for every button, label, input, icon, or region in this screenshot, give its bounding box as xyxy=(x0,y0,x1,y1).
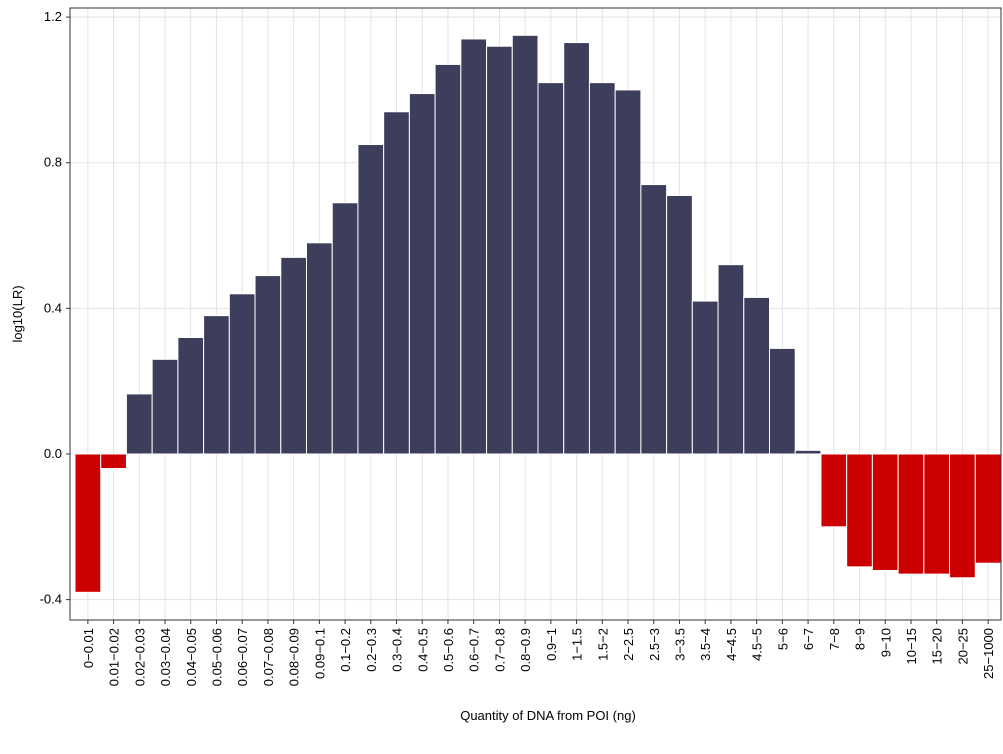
bar xyxy=(614,89,642,455)
bar xyxy=(228,293,256,455)
x-tick-label: 0.05−0.06 xyxy=(209,628,224,686)
bar xyxy=(100,453,127,470)
bar xyxy=(203,315,230,455)
bar xyxy=(434,63,462,455)
y-tick-label: 0.0 xyxy=(44,446,62,461)
bar xyxy=(743,296,770,455)
bar xyxy=(794,449,822,455)
x-tick-label: 2−2.5 xyxy=(621,628,636,661)
x-tick-label: 2.5−3 xyxy=(647,628,662,661)
y-axis-title: log10(LR) xyxy=(10,285,25,342)
x-tick-label: 0.06−0.07 xyxy=(235,628,250,686)
bar xyxy=(408,93,436,455)
bar xyxy=(280,256,307,455)
bar xyxy=(588,82,616,455)
x-tick-label: 3.5−4 xyxy=(698,628,713,661)
x-tick-label: 20−25 xyxy=(955,628,970,665)
y-tick-label: 0.8 xyxy=(44,155,62,170)
plot-panel xyxy=(69,7,1002,621)
x-tick-label: 6−7 xyxy=(801,628,816,650)
x-tick-label: 15−20 xyxy=(930,628,945,665)
bar xyxy=(666,194,693,455)
x-tick-label: 0.07−0.08 xyxy=(261,628,276,686)
x-tick-label: 0.04−0.05 xyxy=(184,628,199,686)
bar xyxy=(871,453,899,571)
y-tick-label: 0.4 xyxy=(44,300,62,315)
x-tick-label: 0.7−0.8 xyxy=(492,628,507,672)
bar xyxy=(254,275,282,455)
x-tick-label: 0.5−0.6 xyxy=(441,628,456,672)
bar xyxy=(151,358,179,455)
x-tick-label: 25−1000 xyxy=(981,628,996,679)
bar xyxy=(769,347,796,455)
bar xyxy=(486,45,513,455)
bar xyxy=(74,453,102,593)
x-tick-label: 0.08−0.09 xyxy=(287,628,302,686)
x-tick-label: 5−6 xyxy=(775,628,790,650)
x-tick-label: 8−9 xyxy=(853,628,868,650)
bar xyxy=(331,202,359,455)
bar xyxy=(563,42,590,455)
bar xyxy=(306,242,333,455)
x-axis-title: Quantity of DNA from POI (ng) xyxy=(460,708,636,723)
bar xyxy=(640,184,668,455)
x-tick-label: 0.6−0.7 xyxy=(467,628,482,672)
x-tick-label: 4−4.5 xyxy=(724,628,739,661)
x-tick-label: 0.8−0.9 xyxy=(518,628,533,672)
bar xyxy=(691,300,719,455)
bar xyxy=(846,453,873,568)
x-tick-label: 0.03−0.04 xyxy=(158,628,173,686)
x-tick-label: 0−0.01 xyxy=(81,628,96,668)
x-tick-label: 0.1−0.2 xyxy=(338,628,353,672)
bar xyxy=(460,38,488,455)
bar xyxy=(820,453,848,528)
x-tick-label: 0.9−1 xyxy=(544,628,559,661)
bar xyxy=(949,453,976,579)
bar xyxy=(125,393,153,455)
bar xyxy=(357,144,385,455)
x-tick-label: 0.4−0.5 xyxy=(415,628,430,672)
bar xyxy=(383,111,410,455)
bar xyxy=(511,34,539,455)
x-tick-label: 10−15 xyxy=(904,628,919,665)
bar xyxy=(897,453,925,575)
y-tick-label: -0.4 xyxy=(40,592,62,607)
x-tick-label: 9−10 xyxy=(878,628,893,657)
bar xyxy=(974,453,1002,564)
x-tick-label: 3−3.5 xyxy=(672,628,687,661)
x-tick-label: 4.5−5 xyxy=(750,628,765,661)
x-tick-label: 1.5−2 xyxy=(595,628,610,661)
bar xyxy=(923,453,951,575)
x-tick-label: 0.01−0.02 xyxy=(107,628,122,686)
x-tick-label: 0.02−0.03 xyxy=(132,628,147,686)
x-tick-label: 7−8 xyxy=(827,628,842,650)
x-tick-label: 0.09−0.1 xyxy=(312,628,327,679)
bar xyxy=(717,264,745,455)
bar xyxy=(537,82,565,455)
bar xyxy=(177,336,205,455)
y-tick-label: 1.2 xyxy=(44,9,62,24)
x-tick-label: 1−1.5 xyxy=(570,628,585,661)
x-tick-label: 0.3−0.4 xyxy=(390,628,405,672)
x-tick-label: 0.2−0.3 xyxy=(364,628,379,672)
